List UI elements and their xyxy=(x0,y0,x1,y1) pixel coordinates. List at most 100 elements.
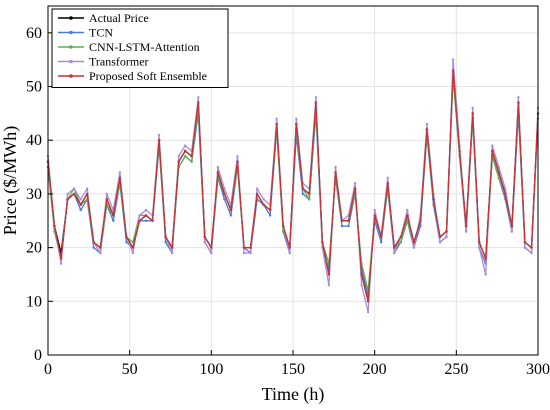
data-point xyxy=(184,144,187,147)
data-point xyxy=(105,198,109,201)
data-point xyxy=(491,144,494,147)
legend-marker xyxy=(69,45,73,49)
data-point xyxy=(66,192,69,196)
data-point xyxy=(151,219,154,222)
data-point xyxy=(131,251,135,255)
data-point xyxy=(164,241,167,244)
data-point xyxy=(229,214,233,217)
y-tick-label: 50 xyxy=(26,79,42,96)
legend-marker xyxy=(69,74,73,78)
data-point xyxy=(249,246,252,249)
data-point xyxy=(86,192,89,196)
data-point xyxy=(334,171,337,174)
data-point xyxy=(517,96,520,99)
data-point xyxy=(386,182,389,185)
data-point xyxy=(314,96,318,99)
legend-label: Transformer xyxy=(89,55,149,69)
data-point xyxy=(184,155,187,158)
data-point xyxy=(523,241,527,244)
data-point xyxy=(92,246,95,249)
data-point xyxy=(530,251,533,255)
data-point xyxy=(255,187,259,190)
data-point xyxy=(282,224,285,228)
data-point xyxy=(177,155,180,158)
data-point xyxy=(451,69,455,72)
series-line-proposed-soft-ensemble xyxy=(47,69,539,302)
data-point xyxy=(262,203,265,206)
data-point xyxy=(471,106,474,110)
data-point xyxy=(144,214,148,217)
data-point xyxy=(419,224,422,228)
data-point xyxy=(197,101,200,104)
data-point xyxy=(197,96,200,99)
data-point xyxy=(478,246,481,249)
data-point xyxy=(99,246,102,249)
data-point xyxy=(523,246,527,249)
data-point xyxy=(445,235,448,239)
data-point xyxy=(301,187,304,190)
data-point xyxy=(170,246,174,249)
data-point xyxy=(484,257,487,260)
data-point xyxy=(242,251,246,255)
data-point xyxy=(510,224,514,228)
x-tick-label: 200 xyxy=(363,361,387,378)
y-tick-label: 40 xyxy=(26,132,42,149)
x-tick-label: 250 xyxy=(444,361,468,378)
data-point xyxy=(177,160,180,163)
data-point xyxy=(510,230,514,233)
y-tick-label: 30 xyxy=(26,186,42,203)
data-point xyxy=(327,284,331,287)
y-tick-label: 10 xyxy=(26,293,42,310)
data-point xyxy=(347,224,350,228)
x-tick-label: 150 xyxy=(281,361,305,378)
data-point xyxy=(223,192,226,196)
data-point xyxy=(249,251,252,255)
data-point xyxy=(184,149,187,153)
data-point xyxy=(79,203,82,206)
data-point xyxy=(360,273,363,276)
data-point xyxy=(432,198,435,201)
data-point xyxy=(53,224,56,228)
data-point xyxy=(497,171,500,174)
data-point xyxy=(419,219,422,222)
data-point xyxy=(445,230,448,233)
data-point xyxy=(216,165,220,169)
data-point xyxy=(268,214,272,217)
data-point xyxy=(360,284,363,287)
x-tick-label: 100 xyxy=(199,361,223,378)
data-point xyxy=(491,149,494,153)
data-point xyxy=(464,224,468,228)
y-axis-title: Price ($/MWh) xyxy=(0,126,21,235)
data-point xyxy=(412,241,416,244)
legend-label: Proposed Soft Ensemble xyxy=(89,69,207,83)
data-point xyxy=(497,176,500,179)
data-point xyxy=(340,224,344,228)
data-point xyxy=(517,101,520,104)
data-point xyxy=(295,117,298,121)
data-point xyxy=(99,251,102,255)
data-point xyxy=(190,155,193,158)
data-point xyxy=(406,208,409,212)
x-tick-label: 50 xyxy=(122,361,138,378)
data-point xyxy=(144,208,148,212)
data-point xyxy=(464,230,468,233)
x-tick-label: 300 xyxy=(526,361,550,378)
data-point xyxy=(144,219,148,222)
data-point xyxy=(59,262,63,265)
axis-ticks: 0 50 100 150 200 250 300 0 10 20 30 40 50 60 xyxy=(26,25,550,378)
data-point xyxy=(105,192,109,196)
data-point xyxy=(210,246,213,249)
data-point xyxy=(223,187,226,190)
y-tick-label: 60 xyxy=(26,25,42,42)
data-point xyxy=(504,187,507,190)
data-point xyxy=(262,198,265,201)
data-point xyxy=(340,219,344,222)
data-point xyxy=(301,192,304,196)
data-point xyxy=(66,198,69,201)
data-point xyxy=(92,241,95,244)
data-point xyxy=(288,251,291,255)
data-point xyxy=(484,273,487,276)
data-point xyxy=(275,122,278,126)
